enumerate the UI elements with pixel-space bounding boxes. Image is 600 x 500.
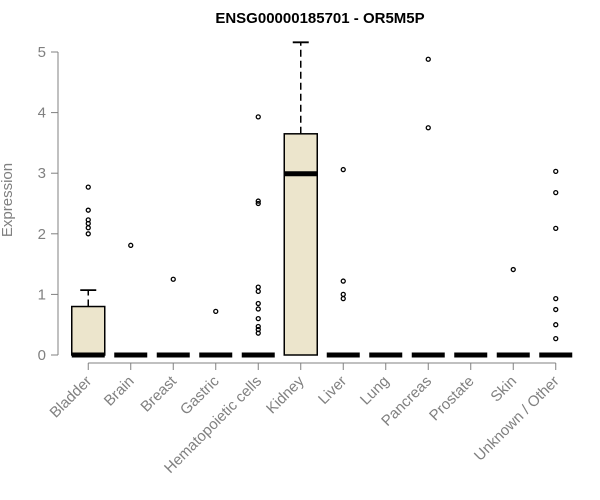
outlier-point	[553, 322, 559, 328]
box-group	[411, 56, 445, 358]
y-tick-label: 3	[38, 165, 46, 182]
y-tick-label: 1	[38, 286, 46, 303]
outlier-point	[340, 295, 346, 302]
chart-title: ENSG00000185701 - OR5M5P	[215, 10, 424, 27]
box-group	[199, 308, 233, 358]
x-tick-label: Brain	[101, 373, 138, 410]
box-rect	[71, 305, 106, 356]
box-group	[114, 242, 148, 358]
outlier-point	[85, 207, 91, 213]
outlier-point	[553, 295, 559, 302]
outlier-point	[255, 284, 261, 290]
outlier-point	[85, 217, 91, 223]
x-tick-label: Liver	[315, 373, 350, 408]
outlier-point	[85, 231, 91, 237]
outlier-point	[170, 276, 176, 282]
outlier-point	[255, 306, 261, 312]
outlier-point	[553, 335, 559, 342]
outlier-point	[553, 189, 559, 196]
box-group	[156, 276, 190, 358]
x-tick-label: Kidney	[263, 372, 308, 417]
y-tick-label: 5	[38, 44, 46, 61]
outlier-point	[340, 278, 346, 284]
y-axis: 0 1 2 3 4 5	[38, 44, 58, 364]
outlier-point	[510, 266, 516, 273]
outlier-point	[425, 125, 431, 131]
outlier-point	[340, 291, 346, 298]
outlier-point	[553, 306, 559, 313]
outlier-point	[255, 300, 261, 307]
box-group	[71, 184, 106, 358]
outlier-point	[213, 308, 219, 315]
outlier-point	[85, 225, 91, 231]
outlier-point	[255, 114, 261, 120]
outlier-point	[425, 56, 431, 62]
y-tick-label: 0	[38, 347, 46, 364]
x-tick-label: Lung	[357, 373, 393, 409]
outlier-point	[553, 225, 559, 231]
box-group	[539, 168, 573, 358]
box-group	[283, 41, 318, 356]
outlier-point	[255, 326, 261, 333]
box-rect	[283, 133, 318, 356]
x-tick-label: Breast	[137, 372, 180, 415]
outlier-point	[128, 242, 134, 248]
box-series	[71, 41, 573, 358]
y-tick-label: 2	[38, 226, 46, 243]
box-group	[326, 166, 360, 358]
y-axis-label: Expression	[0, 163, 16, 237]
outlier-point	[553, 168, 559, 175]
outlier-point	[340, 166, 346, 173]
outlier-point	[255, 323, 261, 330]
box-group	[241, 114, 275, 358]
y-tick-label: 4	[38, 105, 46, 122]
outlier-point	[255, 315, 261, 322]
outlier-point	[85, 184, 91, 190]
outlier-point	[255, 198, 261, 204]
box-group	[496, 266, 530, 358]
x-tick-label: Skin	[487, 373, 520, 406]
x-tick-label: Prostate	[426, 373, 478, 425]
x-tick-label: Bladder	[46, 373, 95, 422]
outlier-point	[255, 288, 261, 295]
outlier-point	[255, 200, 261, 207]
